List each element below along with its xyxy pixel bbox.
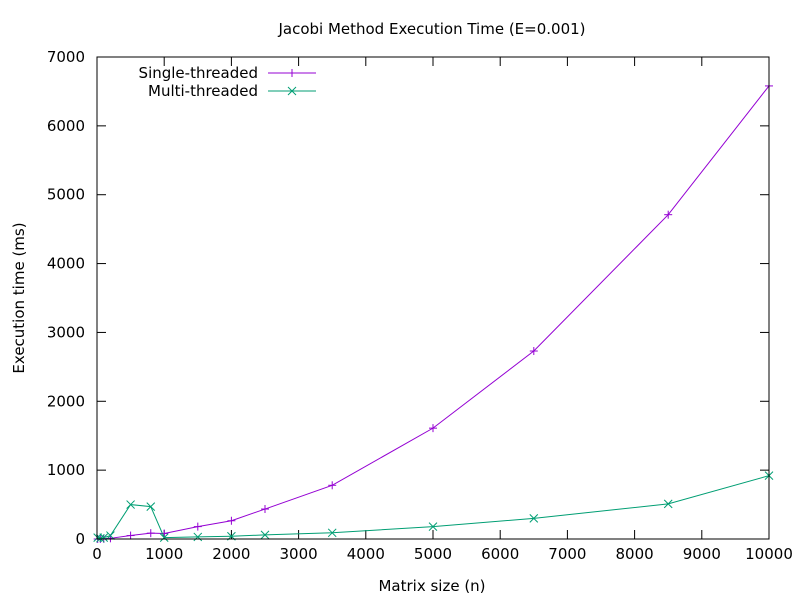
legend-label-single-threaded: Single-threaded xyxy=(139,64,258,82)
marker-d2 xyxy=(327,528,337,538)
data-point xyxy=(159,533,169,542)
data-point xyxy=(93,533,103,542)
series-line-single-threaded xyxy=(97,85,770,540)
x-tick-label: 6000 xyxy=(481,545,519,563)
data-point xyxy=(193,532,203,542)
marker-d2 xyxy=(106,531,115,540)
x-tick-label: 4000 xyxy=(347,545,385,563)
x-tick-label: 7000 xyxy=(548,545,586,563)
data-point xyxy=(146,502,156,511)
legend-label-multi-threaded: Multi-threaded xyxy=(148,82,258,100)
series-layer xyxy=(93,81,774,543)
marker-d2 xyxy=(96,533,105,543)
y-tick-label: 5000 xyxy=(47,186,85,204)
axis-ticks: 0 1000 2000 3000 4000 5000 6000 7000 8000 9000 100… xyxy=(47,48,793,563)
data-point xyxy=(99,533,109,542)
data-point xyxy=(193,522,202,531)
y-tick-label: 7000 xyxy=(47,48,85,66)
x-tick-label: 3000 xyxy=(280,545,318,563)
y-tick-label: 3000 xyxy=(47,323,85,341)
y-tick-label: 6000 xyxy=(47,117,85,135)
series-single-threaded xyxy=(93,81,773,543)
marker-d2 xyxy=(260,530,270,540)
data-point xyxy=(529,347,538,356)
x-tick-label: 8000 xyxy=(616,545,654,563)
marker-d2 xyxy=(193,532,203,542)
marker-d2 xyxy=(146,502,156,511)
data-point xyxy=(260,530,270,540)
x-tick-label: 9000 xyxy=(683,545,721,563)
plot-border xyxy=(96,56,770,540)
data-point xyxy=(429,424,437,433)
data-point xyxy=(227,516,236,525)
y-tick-label: 2000 xyxy=(47,392,85,410)
data-point xyxy=(428,522,438,531)
x-tick-label: 0 xyxy=(92,545,102,563)
x-tick-label: 5000 xyxy=(414,545,452,563)
y-axis-title: Execution time (ms) xyxy=(10,222,28,373)
marker-d2 xyxy=(99,533,109,542)
data-point xyxy=(160,529,169,538)
data-point xyxy=(146,529,155,538)
x-axis-title: Matrix size (n) xyxy=(378,577,485,595)
marker-d2 xyxy=(159,533,169,542)
marker-d2 xyxy=(529,513,539,523)
data-point xyxy=(663,499,673,509)
marker-d2 xyxy=(428,522,438,531)
series-line-multi-threaded xyxy=(97,475,770,539)
data-point xyxy=(106,531,115,540)
x-tick-label: 1000 xyxy=(145,545,183,563)
data-point xyxy=(96,533,105,543)
data-point xyxy=(261,505,269,514)
y-tick-label: 4000 xyxy=(47,255,85,273)
x-tick-label: 10000 xyxy=(745,545,793,563)
legend-marker-multi-threaded-d2 xyxy=(287,86,297,96)
marker-d2 xyxy=(126,500,135,509)
chart-title: Jacobi Method Execution Time (E=0.001) xyxy=(277,20,585,38)
x-tick-label: 2000 xyxy=(212,545,250,563)
data-point xyxy=(126,531,135,540)
data-point xyxy=(328,481,337,490)
series-multi-threaded xyxy=(93,471,774,543)
data-point xyxy=(529,513,539,523)
data-point xyxy=(664,210,673,219)
data-point xyxy=(126,500,135,509)
data-point xyxy=(327,528,337,538)
marker-d2 xyxy=(663,499,673,509)
y-tick-label: 0 xyxy=(75,530,85,548)
y-tick-label: 1000 xyxy=(47,461,85,479)
marker-d2 xyxy=(93,533,103,542)
